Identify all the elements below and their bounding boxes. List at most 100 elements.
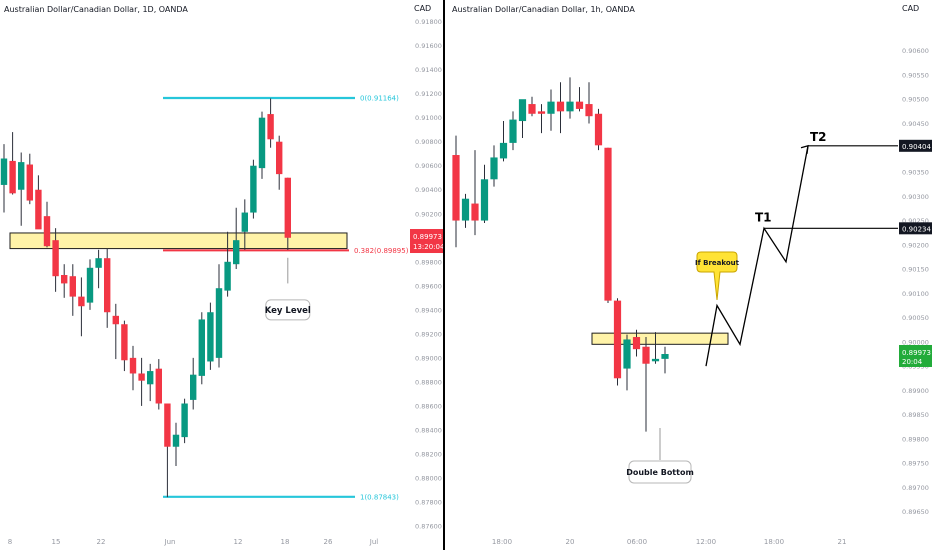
right-price-axis[interactable]: 0.90600 0.90550 0.90500 0.90450 0.90400 0.903… [902,47,929,516]
left-candle-body [233,240,240,265]
left-daily-chart[interactable]: 0.91800 0.91600 0.91400 0.91200 0.91000 0.908… [0,0,443,550]
right-price-tick: 0.90000 [902,338,929,346]
left-key-zone[interactable] [9,232,348,250]
right-candle-body [499,142,508,159]
left-price-tick: 0.89400 [415,306,442,314]
right-price-tick: 0.89850 [902,411,929,419]
left-price-tick: 0.91000 [415,114,442,122]
t1-label: T1 [755,210,772,224]
key-level-label: Key Level [265,306,311,316]
key-level-callout[interactable] [265,299,311,321]
right-price-tick: 0.89900 [902,387,929,395]
left-price-tick: 0.90400 [415,186,442,194]
right-candle-body [613,300,622,379]
right-candle-body [604,147,612,301]
left-candle-body [9,160,16,194]
right-price-tick: 0.90100 [902,290,929,298]
right-candle-body [452,155,460,221]
left-candle-body [95,258,102,268]
left-candle-body [190,374,197,400]
left-candle-body [43,216,51,247]
left-price-axis[interactable]: 0.91800 0.91600 0.91400 0.91200 0.91000 0.908… [415,18,442,530]
right-time-tick: 20 [566,538,575,546]
right-price-tick: 0.89950 [902,363,929,371]
right-price-tick: 0.90250 [902,217,929,225]
left-candle-body [172,434,180,447]
left-candle-body [61,275,68,284]
left-candle-body [224,261,231,291]
left-time-tick: Jun [164,538,176,546]
left-candle-body [276,141,283,175]
left-candle-body [26,164,33,201]
right-breakout-zone[interactable] [591,332,729,345]
double-bottom-callout[interactable] [628,460,692,484]
left-time-tick: 12 [234,538,243,546]
left-time-axis[interactable]: 8 15 22 Jun 12 18 26 Jul [8,538,379,546]
panel-divider[interactable] [443,0,445,550]
right-price-tick: 0.90550 [902,71,929,79]
left-time-tick: 22 [97,538,106,546]
right-candle-body [575,101,584,109]
left-price-tick: 0.91400 [415,66,442,74]
left-price-tick: 0.88200 [415,450,442,458]
left-candle-body [215,288,223,358]
left-price-tick: 0.91800 [415,18,442,26]
right-time-axis[interactable]: 18:00 20 06:00 12:00 18:00 21 [492,538,847,546]
right-price-tick: 0.89750 [902,460,929,468]
right-price-tick: 0.89650 [902,508,929,516]
left-candle-body [181,403,188,438]
if-breakout-callout[interactable] [696,251,738,301]
left-candle-body [250,165,257,213]
right-countdown: 20:04 [902,358,923,366]
left-time-tick: 15 [52,538,61,546]
left-price-tick: 0.91200 [415,90,442,98]
left-price-tick: 0.88400 [415,426,442,434]
left-candle-body [155,368,162,404]
left-candle-body [138,373,145,381]
left-candle-body [18,162,25,190]
left-last-price: 0.89973 [413,233,442,241]
right-price-tick: 0.90400 [902,144,929,152]
left-price-tick: 0.91600 [415,42,442,50]
t1-price-tag [899,222,932,235]
left-chart-title: Australian Dollar/Canadian Dollar, 1D, O… [4,5,188,14]
left-price-tick: 0.89600 [415,282,442,290]
right-last-price: 0.89973 [902,349,931,357]
left-candle-body [164,403,171,447]
right-time-tick: 06:00 [627,538,647,546]
right-candle-body [461,198,470,221]
left-price-tick: 0.90600 [415,162,442,170]
t2-price: 0.90404 [902,143,931,151]
left-price-tick: 0.89000 [415,354,442,362]
left-candle-body [78,296,85,307]
left-fib-0-label: 0(0.91164) [360,94,399,102]
left-candles [0,98,291,498]
left-candle-body [267,114,274,140]
right-price-tick: 0.90300 [902,193,929,201]
left-time-tick: 8 [8,538,12,546]
right-candle-body [623,339,631,369]
right-time-tick: 18:00 [492,538,512,546]
left-time-tick: 18 [281,538,290,546]
right-candle-body [537,111,546,114]
left-fib-1-label: 1(0.87843) [360,493,399,501]
left-candle-body [207,312,214,362]
left-currency-label: CAD [414,4,432,13]
right-time-tick: 18:00 [764,538,784,546]
left-fib-0382-label: 0.382(0.89895) [354,247,409,255]
right-candles [452,77,669,432]
right-candle-body [528,104,536,114]
right-price-tick: 0.90350 [902,169,929,177]
right-currency-label: CAD [902,4,920,13]
projected-path[interactable] [705,145,809,367]
left-candle-body [121,324,128,361]
left-price-tick: 0.89800 [415,258,442,266]
right-candle-body [651,358,660,362]
right-candle-body [632,337,641,350]
left-price-tick: 0.90200 [415,210,442,218]
right-chart-title: Australian Dollar/Canadian Dollar, 1h, O… [452,5,635,14]
left-time-tick: 26 [324,538,333,546]
left-candle-body [241,212,248,232]
right-candle-body [661,354,669,359]
